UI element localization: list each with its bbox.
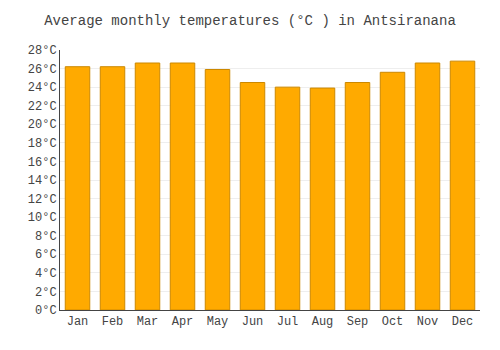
svg-text:26°C: 26°C xyxy=(28,63,57,77)
svg-text:12°C: 12°C xyxy=(28,193,57,207)
svg-text:Feb: Feb xyxy=(102,315,124,329)
svg-text:20°C: 20°C xyxy=(28,118,57,132)
svg-text:Oct: Oct xyxy=(382,315,404,329)
svg-text:8°C: 8°C xyxy=(35,230,57,244)
svg-text:10°C: 10°C xyxy=(28,211,57,225)
svg-text:Dec: Dec xyxy=(452,315,474,329)
svg-text:18°C: 18°C xyxy=(28,137,57,151)
svg-text:14°C: 14°C xyxy=(28,174,57,188)
svg-text:Jun: Jun xyxy=(242,315,264,329)
svg-text:16°C: 16°C xyxy=(28,156,57,170)
svg-text:24°C: 24°C xyxy=(28,81,57,95)
svg-text:Average monthly temperatures (: Average monthly temperatures (°C ) in An… xyxy=(44,13,456,29)
svg-text:Aug: Aug xyxy=(312,315,334,329)
svg-text:2°C: 2°C xyxy=(35,286,57,300)
svg-text:28°C: 28°C xyxy=(28,44,57,58)
svg-text:Jul: Jul xyxy=(277,315,299,329)
svg-text:Apr: Apr xyxy=(172,315,194,329)
svg-text:Jan: Jan xyxy=(67,315,89,329)
svg-text:Sep: Sep xyxy=(347,315,369,329)
svg-text:Mar: Mar xyxy=(137,315,159,329)
svg-text:6°C: 6°C xyxy=(35,248,57,262)
svg-text:4°C: 4°C xyxy=(35,267,57,281)
svg-text:Nov: Nov xyxy=(417,315,439,329)
svg-text:May: May xyxy=(207,315,229,329)
svg-text:0°C: 0°C xyxy=(35,304,57,318)
svg-text:22°C: 22°C xyxy=(28,100,57,114)
